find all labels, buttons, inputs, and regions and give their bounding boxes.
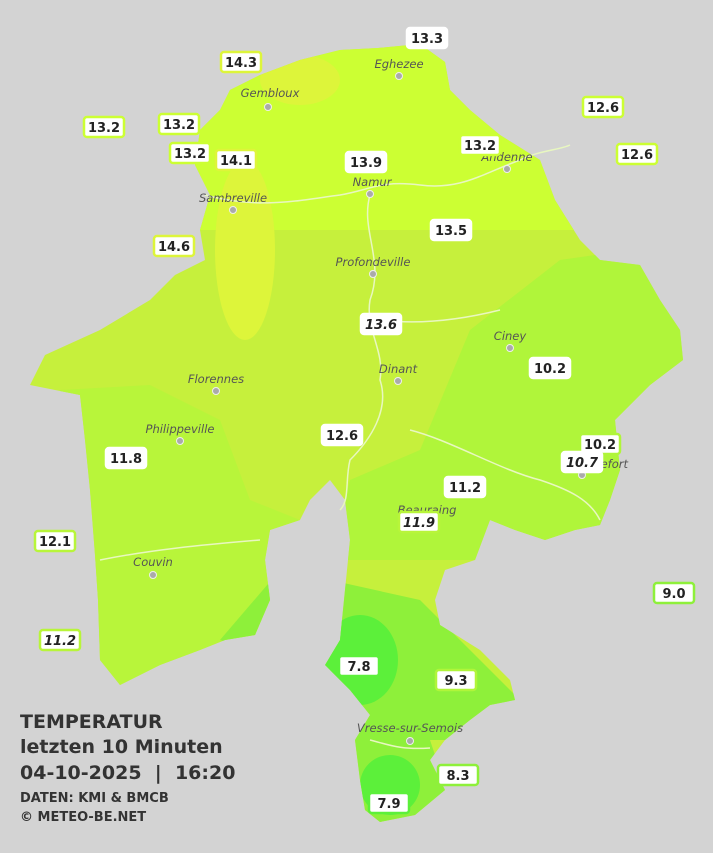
station-reading: 13.2 (174, 147, 206, 162)
station-box (405, 26, 449, 50)
city-label: Profondeville (336, 255, 411, 269)
city-dot (176, 437, 184, 445)
station-box (443, 475, 487, 499)
city-label: Namur (353, 175, 393, 189)
city-label: Dinant (379, 362, 418, 376)
station-reading: 9.0 (662, 587, 685, 602)
city-dot (506, 344, 514, 352)
station-reading: 14.3 (225, 56, 257, 71)
station-box (359, 312, 403, 336)
copyright: © METEO-BE.NET (20, 810, 147, 825)
station-reading: 14.1 (220, 154, 252, 169)
city-label: Ciney (494, 329, 527, 343)
station-reading: 12.6 (621, 148, 653, 163)
station-reading: 12.6 (587, 101, 619, 116)
city-label: Philippeville (146, 422, 215, 436)
city-dot (264, 103, 272, 111)
station-reading: 13.2 (88, 121, 120, 136)
station-reading: 14.6 (158, 240, 190, 255)
subtitle: letzten 10 Minuten (20, 736, 223, 758)
station-reading: 13.3 (411, 32, 443, 47)
city-dot (503, 165, 511, 173)
station-box (652, 581, 696, 605)
timestamp: 04-10-2025 | 16:20 (20, 762, 236, 784)
station-reading: 13.2 (464, 139, 496, 154)
station-reading: 13.6 (365, 318, 397, 333)
station-box (528, 356, 572, 380)
station-reading: 11.9 (403, 516, 435, 531)
station-box (560, 450, 604, 474)
source: DATEN: KMI & BMCB (20, 791, 169, 806)
station-box (429, 218, 473, 242)
city-dot (366, 190, 374, 198)
city-label: Couvin (133, 555, 173, 569)
city-dot (406, 737, 414, 745)
city-dot (229, 206, 237, 214)
station-reading: 10.2 (534, 362, 566, 377)
title: TEMPERATUR (20, 711, 163, 733)
station-box (33, 529, 77, 553)
city-label: Eghezee (374, 57, 423, 71)
station-box (82, 115, 126, 139)
station-box (367, 791, 411, 815)
station-box (337, 654, 381, 678)
station-reading: 12.6 (326, 429, 358, 444)
station-reading: 11.8 (110, 452, 142, 467)
station-box (344, 150, 388, 174)
station-box (157, 112, 201, 136)
station-box (397, 510, 441, 534)
station-reading: 9.3 (444, 674, 467, 689)
station-reading: 10.7 (566, 456, 599, 471)
station-reading: 12.1 (39, 535, 71, 550)
station-box (104, 446, 148, 470)
station-reading: 13.9 (350, 156, 382, 171)
city-dot (395, 72, 403, 80)
station-box (320, 423, 364, 447)
station-reading: 13.2 (163, 118, 195, 133)
station-box (458, 133, 502, 157)
station-box (214, 148, 258, 172)
station-box (152, 234, 196, 258)
city-label: Sambreville (199, 191, 267, 205)
station-box (436, 763, 480, 787)
station-reading: 10.2 (584, 438, 616, 453)
city-dot (394, 377, 402, 385)
station-reading: 11.2 (449, 481, 481, 496)
city-label: Gembloux (241, 86, 300, 100)
time: 16:20 (174, 762, 236, 784)
station-reading: 7.9 (377, 797, 400, 812)
city-label: Florennes (188, 372, 244, 386)
station-box (434, 668, 478, 692)
station-reading: 8.3 (446, 769, 469, 784)
station-box (38, 628, 82, 652)
station-reading: 7.8 (347, 660, 370, 675)
station-box (219, 50, 263, 74)
station-reading: 13.5 (435, 224, 467, 239)
station-box (168, 141, 212, 165)
date: 04-10-2025 (20, 762, 142, 784)
city-label: Vresse-sur-Semois (357, 721, 463, 735)
station-box (615, 142, 659, 166)
station-reading: 11.2 (44, 634, 76, 649)
city-dot (212, 387, 220, 395)
city-dot (149, 571, 157, 579)
city-dot (369, 270, 377, 278)
station-box (581, 95, 625, 119)
